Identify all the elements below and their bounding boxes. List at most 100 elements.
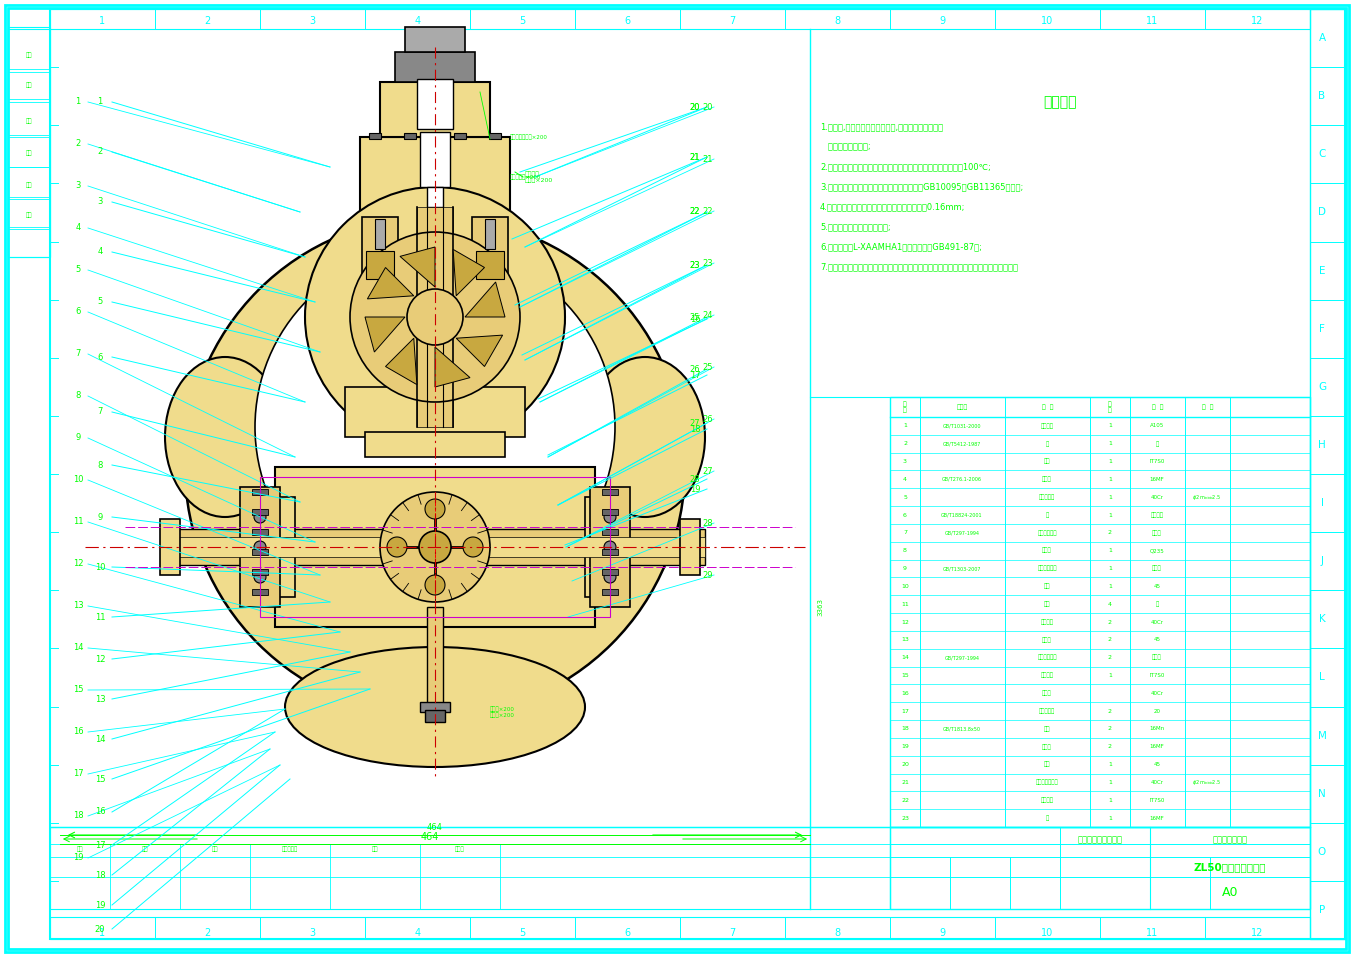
Bar: [362, 217, 398, 282]
Text: 4: 4: [414, 928, 421, 938]
Ellipse shape: [585, 357, 705, 517]
Text: GB/T1303-2007: GB/T1303-2007: [942, 566, 982, 571]
Text: N: N: [1319, 789, 1326, 799]
Bar: [395, 52, 475, 82]
Text: 16Mn: 16Mn: [1150, 726, 1164, 731]
Text: 23: 23: [900, 815, 909, 820]
Text: 20: 20: [689, 102, 700, 112]
Circle shape: [255, 247, 615, 607]
Text: A0: A0: [1221, 886, 1239, 900]
Text: GB/T276.1-2006: GB/T276.1-2006: [942, 477, 982, 482]
Text: 1: 1: [1108, 798, 1112, 803]
Text: 7.所有需要进行涂装的钢铁制件表面在涂漆前，必须将锈蚀、氧化皮、油脂等污物除去。: 7.所有需要进行涂装的钢铁制件表面在涂漆前，必须将锈蚀、氧化皮、油脂等污物除去。: [821, 262, 1018, 272]
Text: GB/T297-1994: GB/T297-1994: [945, 656, 979, 660]
Text: 活塞联接轴端盖: 活塞联接轴端盖: [1036, 780, 1059, 786]
Text: Q235: Q235: [1150, 548, 1164, 553]
Text: 11: 11: [1147, 16, 1159, 26]
Text: O: O: [1317, 847, 1326, 857]
Text: 铸: 铸: [1155, 601, 1159, 607]
Text: 处数: 处数: [142, 846, 148, 852]
Text: 13: 13: [95, 695, 106, 703]
Bar: [255, 497, 295, 597]
Text: 6: 6: [624, 16, 631, 26]
Text: 标记: 标记: [26, 119, 32, 123]
Text: 4: 4: [76, 224, 81, 233]
Polygon shape: [454, 250, 485, 296]
Text: 1: 1: [99, 928, 106, 938]
Text: 标记: 标记: [26, 53, 32, 57]
Text: 27: 27: [703, 466, 714, 476]
Text: 11: 11: [902, 602, 909, 607]
Text: 前: 前: [1045, 512, 1048, 518]
Bar: [680, 519, 700, 575]
Bar: [403, 133, 416, 139]
Text: 小端盖: 小端盖: [1043, 548, 1052, 553]
Polygon shape: [366, 317, 405, 352]
Bar: [160, 519, 180, 575]
Text: 26: 26: [703, 414, 714, 424]
Text: 26: 26: [689, 365, 700, 373]
Text: 弹垫圈: 弹垫圈: [1043, 744, 1052, 749]
Bar: [590, 487, 630, 607]
Text: C: C: [1319, 149, 1326, 159]
Text: 19: 19: [689, 484, 700, 494]
Bar: [252, 549, 268, 555]
Text: 8: 8: [903, 548, 907, 553]
Bar: [420, 132, 450, 187]
Text: 1: 1: [97, 98, 103, 106]
Text: 速滤器盖: 速滤器盖: [1040, 797, 1053, 803]
Bar: [375, 219, 385, 249]
Text: GB/T1031-2000: GB/T1031-2000: [942, 423, 982, 429]
Text: 16: 16: [95, 808, 106, 816]
Text: 2: 2: [1108, 530, 1112, 535]
Text: 5: 5: [520, 16, 525, 26]
Text: 标记: 标记: [77, 846, 83, 852]
Text: 被煤油溶蚀的涂料;: 被煤油溶蚀的涂料;: [821, 143, 871, 151]
Text: 16MF: 16MF: [1150, 745, 1164, 749]
Text: 10: 10: [95, 563, 106, 571]
Text: 5.本密封件装配前必须浸透油;: 5.本密封件装配前必须浸透油;: [821, 222, 891, 232]
Text: 4: 4: [97, 248, 103, 256]
Bar: [50, 827, 890, 909]
Circle shape: [255, 511, 265, 523]
Text: 11: 11: [95, 612, 106, 621]
Text: 10: 10: [902, 584, 909, 589]
Text: 45: 45: [1154, 584, 1160, 589]
Text: 45: 45: [1154, 762, 1160, 768]
Text: 装载机工作装置: 装载机工作装置: [1212, 835, 1247, 844]
Circle shape: [305, 187, 565, 447]
Text: 22: 22: [900, 798, 909, 803]
Text: 1: 1: [1108, 423, 1112, 429]
Text: 材  料: 材 料: [1152, 404, 1163, 410]
Text: 15: 15: [73, 685, 83, 695]
Text: 通量基垫: 通量基垫: [1040, 673, 1053, 679]
Bar: [380, 82, 490, 137]
Text: 3: 3: [97, 197, 103, 207]
Text: 6: 6: [624, 928, 631, 938]
Bar: [417, 207, 454, 427]
Text: 圆锥滚子轴承: 圆锥滚子轴承: [1037, 566, 1056, 571]
Text: 1: 1: [1108, 459, 1112, 464]
Text: 输入法兰: 输入法兰: [1040, 423, 1053, 429]
Bar: [252, 509, 268, 515]
Text: 22: 22: [689, 208, 700, 216]
Text: 10: 10: [1041, 928, 1053, 938]
Text: $\phi$2 m粗糙度2.5: $\phi$2 m粗糙度2.5: [1193, 493, 1221, 501]
Circle shape: [418, 531, 451, 563]
Ellipse shape: [284, 647, 585, 767]
Circle shape: [425, 499, 445, 519]
Text: 1: 1: [1108, 513, 1112, 518]
Text: 7: 7: [903, 530, 907, 535]
Text: IT7S0: IT7S0: [1150, 673, 1164, 678]
Polygon shape: [399, 247, 435, 287]
Text: 轴承套: 轴承套: [1043, 477, 1052, 482]
Bar: [366, 251, 394, 279]
Text: 17: 17: [689, 370, 700, 380]
Text: 3: 3: [903, 459, 907, 464]
Text: GB/T5412-1987: GB/T5412-1987: [942, 441, 982, 446]
Text: 20: 20: [1154, 708, 1160, 714]
Text: 23: 23: [689, 260, 700, 270]
Bar: [585, 497, 626, 597]
Bar: [603, 569, 617, 575]
Text: B: B: [1319, 91, 1326, 101]
